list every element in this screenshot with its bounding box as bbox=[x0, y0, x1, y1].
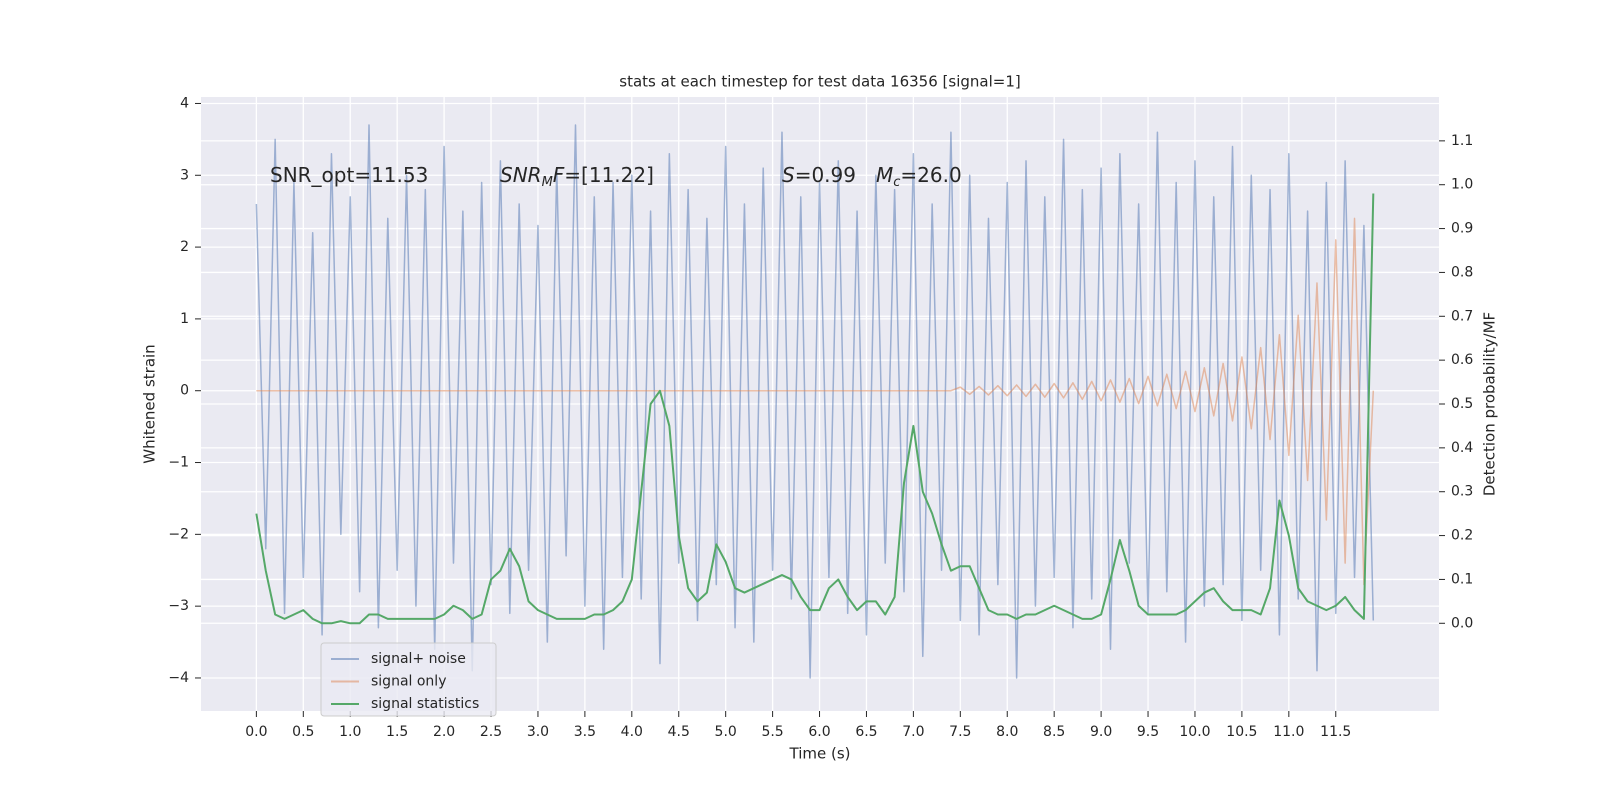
y2-tick-label: 0.0 bbox=[1451, 615, 1473, 631]
x-tick-label: 5.0 bbox=[715, 724, 737, 740]
series-line bbox=[255, 124, 1375, 679]
y2-tick-label: 0.4 bbox=[1451, 440, 1473, 456]
annotation: SNRMF=[11.22] bbox=[500, 163, 654, 190]
chart-title: stats at each timestep for test data 163… bbox=[619, 73, 1020, 91]
series-line bbox=[255, 193, 1375, 625]
x-tick-label: 6.0 bbox=[808, 724, 830, 740]
x-tick-label: 0.0 bbox=[245, 724, 267, 740]
x-tick-label: 3.0 bbox=[527, 724, 549, 740]
x-axis-label: Time (s) bbox=[789, 745, 851, 763]
annotation-part: F bbox=[553, 163, 565, 187]
legend-label: signal+ noise bbox=[371, 651, 466, 667]
y2-tick-label: 0.9 bbox=[1451, 221, 1473, 237]
y2-tick-label: 1.1 bbox=[1451, 133, 1473, 149]
x-tick-label: 2.0 bbox=[433, 724, 455, 740]
annotation-part: M bbox=[876, 163, 893, 187]
y2-tick-label: 0.1 bbox=[1451, 571, 1473, 587]
annotation: S=0.99 bbox=[782, 163, 856, 187]
y2-tick-label: 0.6 bbox=[1451, 352, 1473, 368]
y2-tick-label: 0.2 bbox=[1451, 528, 1473, 544]
x-tick-label: 7.5 bbox=[949, 724, 971, 740]
annotation: Mc=26.0 bbox=[876, 163, 962, 190]
annotation-part: =26.0 bbox=[900, 163, 961, 187]
y2-tick-label: 0.3 bbox=[1451, 484, 1473, 500]
x-tick-label: 11.5 bbox=[1320, 724, 1351, 740]
series-line bbox=[256, 217, 1375, 586]
x-tick-label: 11.0 bbox=[1273, 724, 1304, 740]
y-tick-label: 3 bbox=[180, 167, 189, 183]
x-tick-label: 5.5 bbox=[761, 724, 783, 740]
annotation-part: SNR bbox=[500, 163, 542, 187]
annotation: SNR_opt=11.53 bbox=[270, 163, 428, 187]
x-tick-label: 0.5 bbox=[292, 724, 314, 740]
x-tick-label: 10.0 bbox=[1179, 724, 1210, 740]
x-tick-label: 3.5 bbox=[574, 724, 596, 740]
y-tick-label: 1 bbox=[180, 311, 189, 327]
x-tick-label: 7.0 bbox=[902, 724, 924, 740]
y2-tick-label: 0.7 bbox=[1451, 308, 1473, 324]
legend-label: signal statistics bbox=[371, 696, 479, 712]
x-tick-label: 6.5 bbox=[855, 724, 877, 740]
y-tick-label: 4 bbox=[180, 95, 189, 111]
x-tick-label: 1.5 bbox=[386, 724, 408, 740]
y-tick-label: 0 bbox=[180, 383, 189, 399]
x-tick-label: 9.0 bbox=[1090, 724, 1112, 740]
annotation-part: S bbox=[782, 163, 795, 187]
y-tick-label: −2 bbox=[168, 526, 189, 542]
legend-label: signal only bbox=[371, 674, 446, 690]
y-tick-label: 2 bbox=[180, 239, 189, 255]
y2-tick-label: 0.5 bbox=[1451, 396, 1473, 412]
y2-axis-label: Detection probability/MF bbox=[1481, 312, 1499, 496]
y2-tick-label: 0.8 bbox=[1451, 264, 1473, 280]
x-tick-label: 8.0 bbox=[996, 724, 1018, 740]
annotation-part: SNR_opt=11.53 bbox=[270, 163, 428, 187]
annotation-part: c bbox=[893, 175, 900, 190]
x-tick-label: 10.5 bbox=[1226, 724, 1257, 740]
x-tick-label: 1.0 bbox=[339, 724, 361, 740]
x-tick-label: 8.5 bbox=[1043, 724, 1065, 740]
annotation-part: =[11.22] bbox=[564, 163, 654, 187]
x-tick-label: 4.0 bbox=[621, 724, 643, 740]
y-tick-label: −3 bbox=[168, 598, 189, 614]
annotation-part: M bbox=[542, 175, 553, 190]
annotation-part: =0.99 bbox=[795, 163, 856, 187]
x-tick-label: 4.5 bbox=[668, 724, 690, 740]
legend-box bbox=[320, 642, 497, 717]
y-tick-label: −4 bbox=[168, 670, 189, 686]
y-axis-label: Whitened strain bbox=[141, 344, 159, 463]
y2-tick-label: 1.0 bbox=[1451, 177, 1473, 193]
x-tick-label: 9.5 bbox=[1137, 724, 1159, 740]
y-tick-label: −1 bbox=[168, 455, 189, 471]
x-tick-label: 2.5 bbox=[480, 724, 502, 740]
